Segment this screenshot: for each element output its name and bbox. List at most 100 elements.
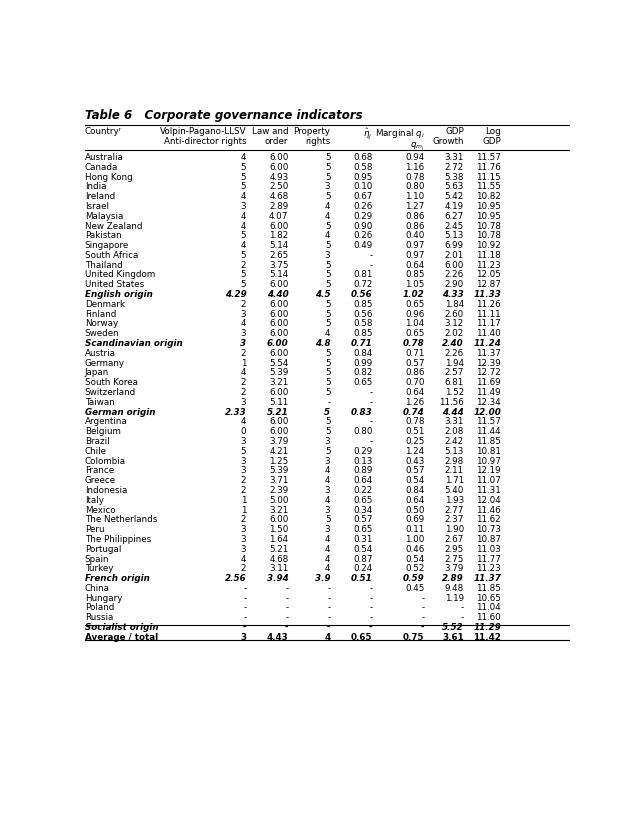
Text: 0.31: 0.31 <box>353 535 373 544</box>
Text: 2: 2 <box>241 378 246 387</box>
Text: 11.57: 11.57 <box>476 153 501 162</box>
Text: 5: 5 <box>241 281 246 290</box>
Text: -: - <box>285 604 288 613</box>
Text: 11.23: 11.23 <box>477 261 501 270</box>
Text: 0.71: 0.71 <box>351 339 373 348</box>
Text: 2.98: 2.98 <box>445 456 464 465</box>
Text: 5: 5 <box>241 231 246 240</box>
Text: 5: 5 <box>325 281 330 290</box>
Text: 11.37: 11.37 <box>473 574 501 583</box>
Text: 3.11: 3.11 <box>269 564 288 573</box>
Text: 6.81: 6.81 <box>445 378 464 387</box>
Text: 0.65: 0.65 <box>353 378 373 387</box>
Text: -: - <box>369 417 373 426</box>
Text: 5: 5 <box>241 271 246 280</box>
Text: 2: 2 <box>241 261 246 270</box>
Text: 4: 4 <box>325 545 330 554</box>
Text: 0.24: 0.24 <box>353 564 373 573</box>
Text: 11.85: 11.85 <box>476 584 501 593</box>
Text: South Africa: South Africa <box>85 251 138 260</box>
Text: 3: 3 <box>325 437 330 446</box>
Text: 11.18: 11.18 <box>477 251 501 260</box>
Text: Brazil: Brazil <box>85 437 109 446</box>
Text: Finland: Finland <box>85 310 116 319</box>
Text: Russia: Russia <box>85 614 113 622</box>
Text: 4.93: 4.93 <box>269 173 288 182</box>
Text: -: - <box>327 398 330 407</box>
Text: 0.78: 0.78 <box>405 173 424 182</box>
Text: 12.19: 12.19 <box>477 466 501 475</box>
Text: 6.00: 6.00 <box>269 515 288 524</box>
Text: 4: 4 <box>325 564 330 573</box>
Text: 0.85: 0.85 <box>405 271 424 280</box>
Text: 2.89: 2.89 <box>269 202 288 211</box>
Text: $\hat{\eta}_j$: $\hat{\eta}_j$ <box>363 127 373 142</box>
Text: 5.39: 5.39 <box>269 368 288 377</box>
Text: 4: 4 <box>325 496 330 505</box>
Text: 0.94: 0.94 <box>405 153 424 162</box>
Text: 6.00: 6.00 <box>269 348 288 357</box>
Text: 5: 5 <box>241 182 246 191</box>
Text: Peru: Peru <box>85 525 104 534</box>
Text: 0.74: 0.74 <box>403 407 424 416</box>
Text: 2.11: 2.11 <box>445 466 464 475</box>
Text: 3: 3 <box>325 251 330 260</box>
Text: 0.84: 0.84 <box>353 348 373 357</box>
Text: 0.78: 0.78 <box>403 339 424 348</box>
Text: 6.00: 6.00 <box>269 417 288 426</box>
Text: 0.85: 0.85 <box>353 330 373 339</box>
Text: Poland: Poland <box>85 604 114 613</box>
Text: The Philippines: The Philippines <box>85 535 151 544</box>
Text: 11.57: 11.57 <box>476 417 501 426</box>
Text: 4.33: 4.33 <box>442 290 464 299</box>
Text: 0.67: 0.67 <box>353 192 373 201</box>
Text: 11.04: 11.04 <box>477 604 501 613</box>
Text: 5.38: 5.38 <box>445 173 464 182</box>
Text: Log
GDP: Log GDP <box>482 127 501 146</box>
Text: -: - <box>285 584 288 593</box>
Text: 0.65: 0.65 <box>405 330 424 339</box>
Text: 3: 3 <box>325 525 330 534</box>
Text: 0.54: 0.54 <box>405 555 424 564</box>
Text: 5: 5 <box>325 417 330 426</box>
Text: Indonesia: Indonesia <box>85 486 127 495</box>
Text: 4.68: 4.68 <box>269 192 288 201</box>
Text: Turkey: Turkey <box>85 564 113 573</box>
Text: 3: 3 <box>241 535 246 544</box>
Text: 5.11: 5.11 <box>269 398 288 407</box>
Text: 3.31: 3.31 <box>445 153 464 162</box>
Text: 0.65: 0.65 <box>405 300 424 309</box>
Text: 3: 3 <box>241 456 246 465</box>
Text: Australia: Australia <box>85 153 124 162</box>
Text: 11.42: 11.42 <box>473 633 501 642</box>
Text: -: - <box>420 623 424 632</box>
Text: 4.21: 4.21 <box>269 447 288 456</box>
Text: 0.56: 0.56 <box>353 310 373 319</box>
Text: 2.45: 2.45 <box>445 222 464 231</box>
Text: 5.42: 5.42 <box>445 192 464 201</box>
Text: 0: 0 <box>241 427 246 436</box>
Text: 1: 1 <box>241 358 246 367</box>
Text: -: - <box>243 614 246 622</box>
Text: Ireland: Ireland <box>85 192 115 201</box>
Text: 12.05: 12.05 <box>476 271 501 280</box>
Text: -: - <box>369 623 373 632</box>
Text: 5: 5 <box>325 271 330 280</box>
Text: 3.79: 3.79 <box>445 564 464 573</box>
Text: 2.89: 2.89 <box>442 574 464 583</box>
Text: 0.29: 0.29 <box>353 447 373 456</box>
Text: 1.19: 1.19 <box>445 594 464 603</box>
Text: 0.86: 0.86 <box>405 222 424 231</box>
Text: 9.48: 9.48 <box>445 584 464 593</box>
Text: United States: United States <box>85 281 144 290</box>
Text: 2.95: 2.95 <box>445 545 464 554</box>
Text: 2.26: 2.26 <box>445 271 464 280</box>
Text: 4: 4 <box>241 555 246 564</box>
Text: Belgium: Belgium <box>85 427 121 436</box>
Text: Table 6   Corporate governance indicators: Table 6 Corporate governance indicators <box>85 110 362 123</box>
Text: Singapore: Singapore <box>85 241 129 250</box>
Text: Austria: Austria <box>85 348 115 357</box>
Text: 6.00: 6.00 <box>269 163 288 172</box>
Text: 1.93: 1.93 <box>445 496 464 505</box>
Text: 4.19: 4.19 <box>445 202 464 211</box>
